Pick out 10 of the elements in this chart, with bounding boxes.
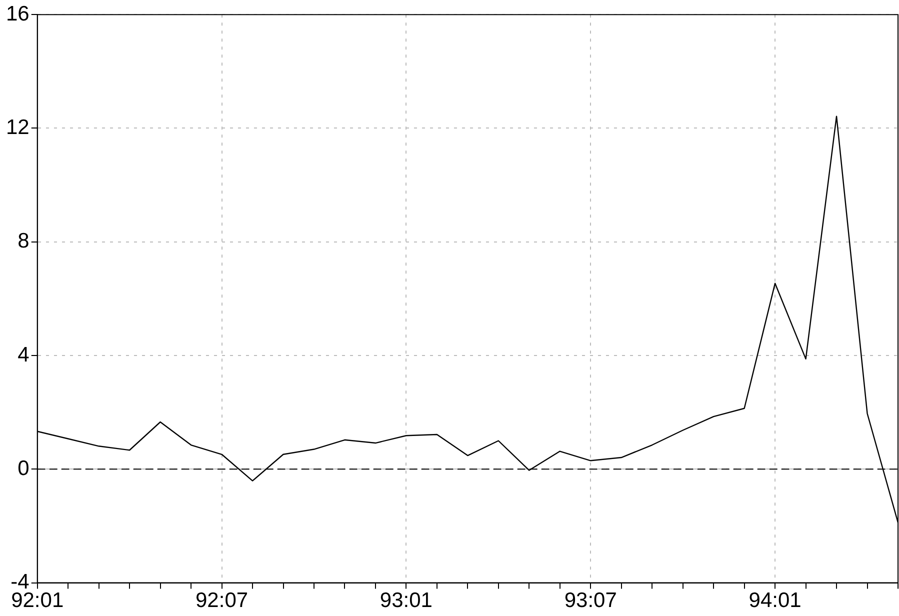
x-tick-label: 93:07 — [564, 589, 617, 612]
y-tick-label: 16 — [6, 2, 30, 26]
x-tick-label: 93:01 — [380, 589, 432, 612]
x-tick-label: 92:07 — [196, 589, 248, 612]
y-tick-label: 8 — [18, 230, 30, 253]
y-tick-label: 12 — [6, 116, 30, 140]
y-tick-label: 4 — [18, 343, 30, 366]
y-tick-label: 0 — [18, 456, 30, 480]
x-tick-label: 92:01 — [11, 589, 64, 612]
x-tick-label: 94:01 — [748, 589, 802, 612]
